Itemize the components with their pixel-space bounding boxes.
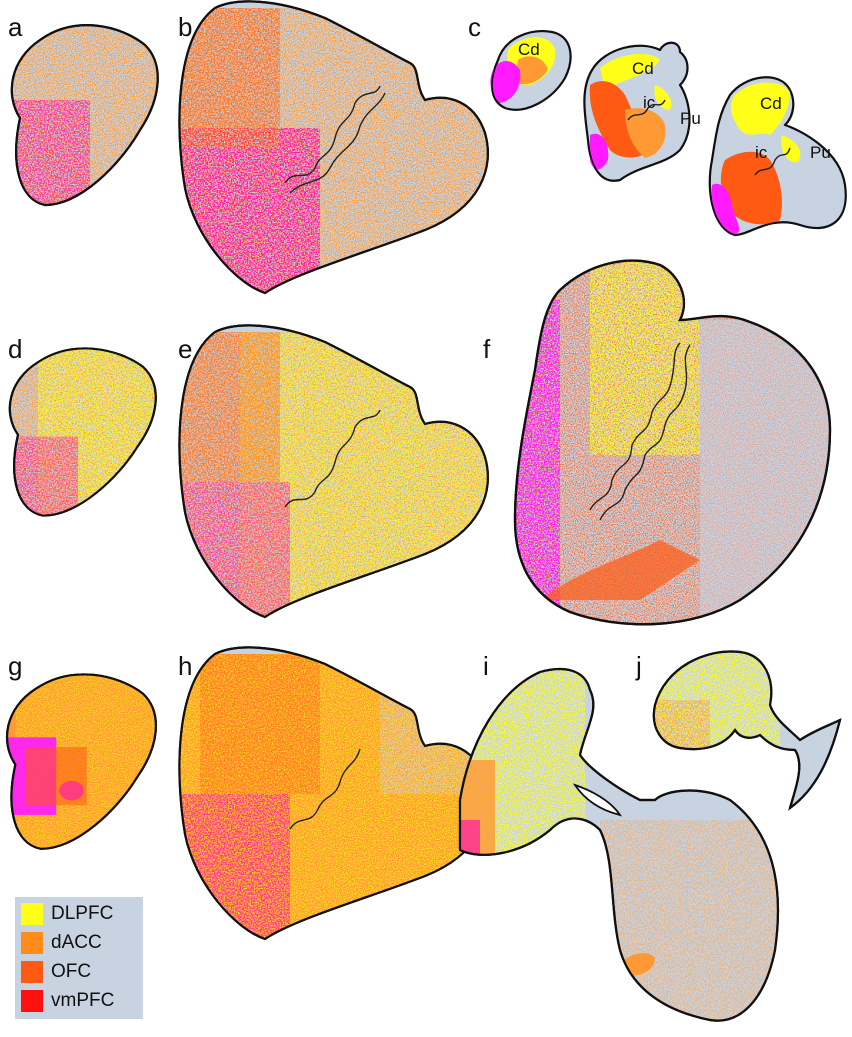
label-cd-2: Cd (632, 59, 654, 78)
legend-swatch-ofc (21, 961, 43, 983)
legend-swatch-dlpfc (21, 903, 43, 925)
panel-c-section-1 (490, 30, 572, 111)
panel-label-f: f (483, 334, 491, 364)
panel-label-c: c (468, 12, 481, 42)
panel-label-d: d (8, 334, 22, 364)
legend-label-vmpfc: vmPFC (51, 990, 115, 1011)
panel-c-section-2 (583, 41, 691, 182)
legend-label-ofc: OFC (51, 961, 92, 982)
legend-swatch-vmpfc (21, 990, 43, 1012)
panel-j (652, 650, 842, 811)
label-cd-1: Cd (518, 40, 540, 59)
legend-item-vmpfc: vmPFC (21, 988, 114, 1014)
panel-label-i: i (483, 651, 489, 681)
legend-swatch-dacc (21, 932, 43, 954)
legend-item-ofc: OFC (21, 959, 91, 985)
panel-label-a: a (8, 12, 23, 42)
legend-item-dlpfc: DLPFC (21, 901, 113, 927)
legend-item-dacc: dACC (21, 930, 102, 956)
panel-label-e: e (178, 334, 192, 364)
legend-label-dlpfc: DLPFC (51, 903, 114, 924)
label-pu-3: Pu (810, 143, 831, 162)
label-ic-2: ic (643, 93, 656, 112)
panel-e (178, 324, 489, 619)
panel-i (458, 668, 780, 1022)
panel-c (490, 30, 847, 237)
label-ic-3: ic (755, 143, 768, 162)
panel-label-g: g (8, 651, 22, 681)
panel-f (513, 259, 832, 626)
panel-c-section-3 (708, 76, 847, 237)
panel-a (10, 24, 159, 207)
legend-label-dacc: dACC (51, 932, 102, 953)
panel-g (5, 673, 158, 850)
panel-d (8, 347, 157, 517)
panel-h (178, 646, 489, 941)
panel-label-h: h (178, 651, 192, 681)
panel-b (178, 0, 489, 295)
label-pu-2: Pu (680, 109, 701, 128)
legend: DLPFC dACC OFC vmPFC (15, 897, 143, 1019)
panel-label-j: j (635, 651, 642, 681)
label-cd-3: Cd (760, 94, 782, 113)
panel-label-b: b (178, 12, 192, 42)
